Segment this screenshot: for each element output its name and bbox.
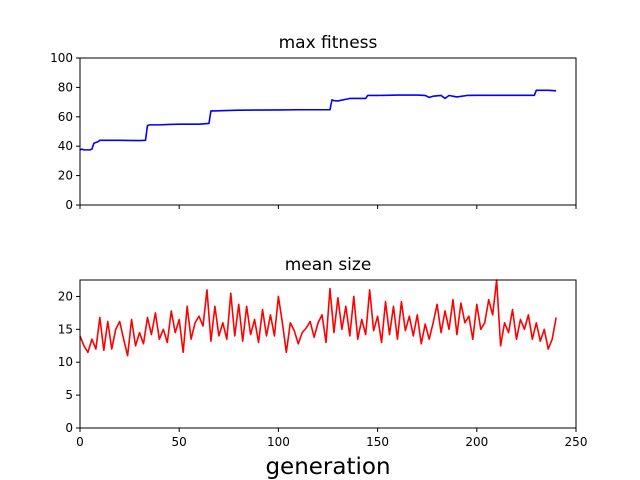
chart-title: mean size	[285, 255, 372, 275]
y-tick-label: 20	[58, 289, 73, 303]
axes-frame	[79, 279, 577, 429]
x-axis-label: generation	[265, 454, 390, 480]
y-tick-label: 60	[58, 110, 73, 124]
series-line	[79, 89, 557, 151]
y-tick-label: 5	[65, 388, 73, 402]
chart-title: max fitness	[279, 33, 378, 53]
series-line	[79, 279, 557, 357]
y-tick-label: 0	[65, 421, 73, 435]
x-tick-label: 200	[465, 435, 488, 449]
y-tick-label: 15	[58, 322, 73, 336]
x-tick-label: 100	[267, 435, 290, 449]
x-tick-label: 250	[565, 435, 588, 449]
series-group	[79, 89, 557, 151]
x-tick-label: 150	[366, 435, 389, 449]
x-tick-label: 0	[76, 435, 84, 449]
y-tick-label: 100	[50, 51, 73, 65]
axes-frame	[79, 57, 577, 206]
subplot-max-fitness: max fitness 0 20 40 60 80 100	[50, 33, 577, 212]
y-tick-label: 80	[58, 80, 73, 94]
x-tick-label: 50	[172, 435, 187, 449]
series-group	[79, 279, 557, 357]
y-tick-label: 20	[58, 169, 73, 183]
y-tick-label: 10	[58, 355, 73, 369]
y-tick-label: 0	[65, 198, 73, 212]
axis-ticks: 0 20 40 60 80 100	[50, 51, 577, 212]
y-tick-label: 40	[58, 139, 73, 153]
